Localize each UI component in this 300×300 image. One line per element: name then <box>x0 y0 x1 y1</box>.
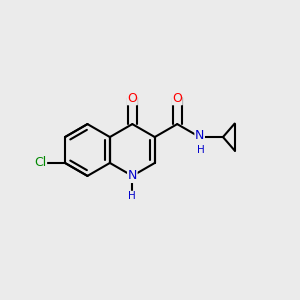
Text: N: N <box>195 129 204 142</box>
Text: O: O <box>172 92 182 105</box>
Text: H: H <box>128 191 136 201</box>
Text: Cl: Cl <box>34 157 46 169</box>
Text: N: N <box>128 169 137 182</box>
Text: O: O <box>128 92 137 105</box>
Text: H: H <box>197 145 204 155</box>
